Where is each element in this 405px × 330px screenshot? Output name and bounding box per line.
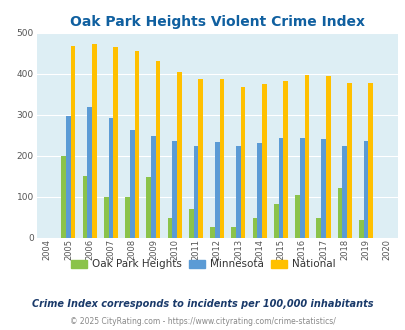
Bar xyxy=(134,51,139,238)
Bar xyxy=(130,130,134,238)
Bar xyxy=(104,197,108,238)
Bar xyxy=(66,115,70,238)
Bar xyxy=(278,138,283,238)
Text: © 2025 CityRating.com - https://www.cityrating.com/crime-statistics/: © 2025 CityRating.com - https://www.city… xyxy=(70,317,335,326)
Bar xyxy=(87,108,92,238)
Text: Crime Index corresponds to incidents per 100,000 inhabitants: Crime Index corresponds to incidents per… xyxy=(32,299,373,309)
Bar xyxy=(146,177,151,238)
Bar xyxy=(193,146,198,238)
Bar xyxy=(337,188,341,238)
Bar xyxy=(261,84,266,238)
Bar xyxy=(315,218,320,238)
Bar xyxy=(113,47,118,238)
Bar xyxy=(61,156,66,238)
Bar xyxy=(231,227,236,238)
Bar xyxy=(257,143,261,238)
Legend: Oak Park Heights, Minnesota, National: Oak Park Heights, Minnesota, National xyxy=(66,255,339,274)
Bar xyxy=(92,44,96,238)
Bar xyxy=(294,195,299,238)
Bar xyxy=(151,136,156,238)
Bar xyxy=(177,72,181,238)
Title: Oak Park Heights Violent Crime Index: Oak Park Heights Violent Crime Index xyxy=(70,15,364,29)
Bar xyxy=(341,146,346,238)
Bar xyxy=(320,139,325,238)
Bar xyxy=(325,76,330,238)
Bar xyxy=(273,204,278,238)
Bar xyxy=(167,218,172,238)
Bar xyxy=(108,118,113,238)
Bar xyxy=(236,146,240,238)
Bar xyxy=(188,209,193,238)
Bar xyxy=(299,138,304,238)
Bar xyxy=(70,46,75,238)
Bar xyxy=(304,75,309,238)
Bar xyxy=(252,218,257,238)
Bar xyxy=(214,142,219,238)
Bar xyxy=(358,220,363,238)
Bar xyxy=(125,197,130,238)
Bar xyxy=(240,87,245,238)
Bar xyxy=(363,141,367,238)
Bar xyxy=(219,79,224,238)
Bar xyxy=(367,82,372,238)
Bar xyxy=(83,176,87,238)
Bar xyxy=(198,79,202,238)
Bar xyxy=(210,227,214,238)
Bar xyxy=(156,61,160,238)
Bar xyxy=(172,141,177,238)
Bar xyxy=(346,82,351,238)
Bar xyxy=(283,81,287,238)
